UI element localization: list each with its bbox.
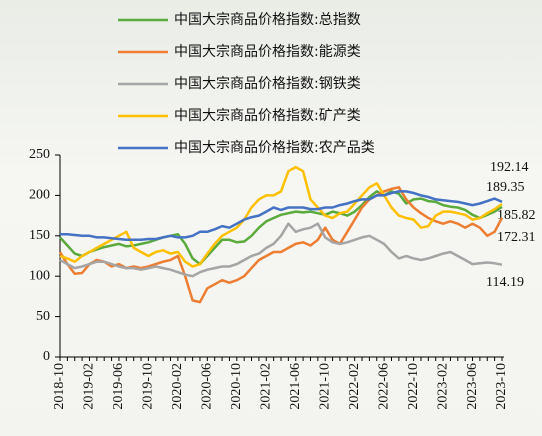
- x-tick-label: 2021-06: [288, 363, 303, 410]
- data-label: 192.14: [490, 160, 529, 175]
- legend-label: 中国大宗商品价格指数:钢铁类: [174, 76, 361, 92]
- y-tick-label: 100: [29, 268, 50, 283]
- x-tick-label: 2023-02: [435, 363, 450, 410]
- x-tick-label: 2023-06: [465, 363, 480, 410]
- y-tick-label: 200: [29, 188, 50, 203]
- x-tick-label: 2019-02: [82, 363, 97, 410]
- series-line: [59, 165, 503, 268]
- x-tick-label: 2020-06: [200, 363, 215, 410]
- series-line: [60, 190, 503, 242]
- x-tick-label: 2022-10: [406, 363, 421, 410]
- x-tick-label: 2020-02: [170, 363, 185, 410]
- legend-label: 中国大宗商品价格指数:能源类: [174, 44, 361, 60]
- x-tick-label: 2021-02: [258, 363, 273, 410]
- data-label: 185.82: [497, 208, 536, 223]
- x-tick-label: 2022-06: [376, 363, 391, 410]
- series-line: [59, 222, 503, 278]
- data-label: 189.35: [486, 180, 525, 195]
- x-tick-label: 2019-06: [111, 363, 126, 410]
- legend-label: 中国大宗商品价格指数:农产品类: [174, 140, 375, 156]
- x-tick-label: 2021-10: [317, 363, 332, 410]
- data-label: 172.31: [497, 230, 536, 245]
- legend-label: 中国大宗商品价格指数:矿产类: [174, 108, 361, 124]
- data-label: 114.19: [486, 275, 524, 290]
- legend-label: 中国大宗商品价格指数:总指数: [174, 12, 361, 28]
- x-tick-label: 2018-10: [52, 363, 67, 410]
- series-line: [58, 186, 504, 304]
- x-tick-label: 2019-10: [141, 363, 156, 410]
- y-tick-label: 0: [43, 349, 50, 364]
- x-tick-label: 2022-02: [347, 363, 362, 410]
- y-tick-label: 150: [29, 228, 50, 243]
- y-tick-label: 250: [29, 147, 50, 162]
- y-tick-label: 50: [36, 309, 50, 324]
- x-tick-label: 2020-10: [229, 363, 244, 410]
- x-tick-label: 2023-10: [494, 363, 509, 410]
